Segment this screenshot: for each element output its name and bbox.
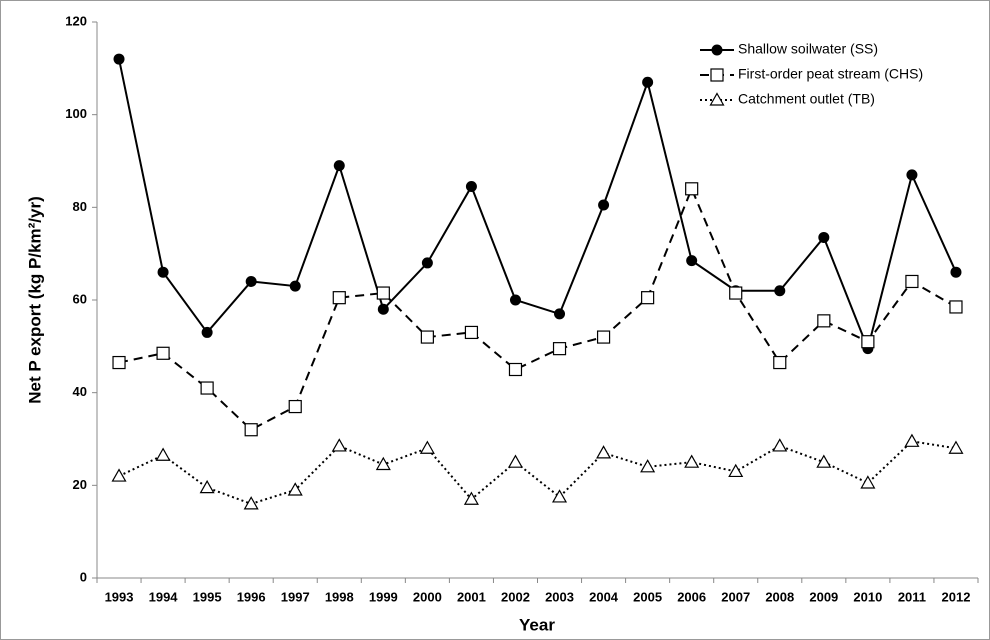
marker xyxy=(508,362,523,377)
x-tick-label: 1995 xyxy=(193,589,222,604)
x-tick-label: 2004 xyxy=(589,589,619,604)
marker xyxy=(244,423,258,437)
y-tick-label: 120 xyxy=(65,13,87,28)
y-tick-label: 40 xyxy=(73,384,87,399)
marker xyxy=(332,291,346,305)
x-tick-label: 1993 xyxy=(105,589,134,604)
marker xyxy=(465,180,477,192)
y-tick-label: 80 xyxy=(73,199,87,214)
marker xyxy=(949,300,963,314)
marker xyxy=(507,454,524,468)
marker xyxy=(685,182,699,196)
marker xyxy=(420,330,434,344)
legend-label: First-order peat stream (CHS) xyxy=(738,66,923,82)
marker xyxy=(419,440,435,454)
x-tick-label: 2012 xyxy=(942,589,971,604)
marker xyxy=(376,286,390,300)
x-tick-label: 2006 xyxy=(677,589,706,604)
marker xyxy=(375,456,391,471)
x-tick-label: 2000 xyxy=(413,589,442,604)
marker xyxy=(640,459,656,473)
x-tick-label: 1996 xyxy=(237,589,266,604)
marker xyxy=(289,280,301,292)
y-tick-label: 0 xyxy=(80,569,87,584)
marker xyxy=(709,92,725,106)
x-tick-label: 1999 xyxy=(369,589,398,604)
y-tick-label: 100 xyxy=(65,106,87,121)
marker xyxy=(817,314,831,328)
marker xyxy=(243,496,259,510)
marker xyxy=(711,44,723,56)
marker xyxy=(552,342,567,356)
y-tick-label: 20 xyxy=(73,477,87,492)
x-tick-label: 2002 xyxy=(501,589,530,604)
marker xyxy=(199,479,215,494)
marker xyxy=(155,447,171,461)
marker xyxy=(684,454,700,468)
marker xyxy=(200,381,214,395)
marker xyxy=(818,231,830,243)
marker xyxy=(772,438,788,452)
x-tick-label: 1997 xyxy=(281,589,310,604)
legend-label: Shallow soilwater (SS) xyxy=(738,41,878,57)
x-tick-label: 2009 xyxy=(809,589,838,604)
x-tick-label: 2011 xyxy=(898,589,926,604)
marker xyxy=(288,399,302,414)
marker xyxy=(156,346,170,360)
marker xyxy=(904,433,920,447)
x-tick-label: 1998 xyxy=(325,589,354,604)
marker xyxy=(421,257,433,269)
marker xyxy=(860,475,876,489)
marker xyxy=(641,291,655,305)
marker xyxy=(816,454,832,468)
marker xyxy=(642,76,654,88)
x-tick-label: 2003 xyxy=(545,589,574,604)
x-tick-label: 2005 xyxy=(633,589,662,604)
x-tick-label: 2010 xyxy=(853,589,882,604)
marker xyxy=(245,275,257,287)
series-line xyxy=(118,58,957,352)
x-tick-label: 1994 xyxy=(149,589,179,604)
marker xyxy=(728,463,744,478)
legend-label: Catchment outlet (TB) xyxy=(738,91,875,107)
marker xyxy=(554,308,566,320)
marker xyxy=(596,330,611,344)
marker xyxy=(112,355,126,370)
marker xyxy=(464,325,479,340)
marker xyxy=(287,482,303,496)
x-axis-title: Year xyxy=(519,615,555,634)
x-tick-label: 2007 xyxy=(721,589,750,604)
marker xyxy=(861,335,875,349)
x-tick-label: 2008 xyxy=(765,589,794,604)
y-tick-label: 60 xyxy=(73,291,87,306)
marker xyxy=(774,285,786,297)
marker xyxy=(111,468,127,482)
marker xyxy=(157,266,169,278)
marker xyxy=(686,255,698,267)
y-axis-title: Net P export (kg P/km²/yr) xyxy=(25,196,44,404)
marker xyxy=(598,199,610,211)
marker xyxy=(948,440,964,454)
marker xyxy=(113,53,125,65)
marker xyxy=(710,68,724,82)
marker xyxy=(773,355,787,370)
series-line xyxy=(118,186,957,431)
marker xyxy=(596,445,612,459)
marker xyxy=(201,326,213,338)
marker xyxy=(331,438,347,452)
marker xyxy=(333,160,345,172)
marker xyxy=(463,491,479,505)
marker xyxy=(551,489,568,503)
marker xyxy=(905,274,919,289)
marker xyxy=(377,303,389,315)
series-line xyxy=(118,440,957,505)
marker xyxy=(950,266,962,278)
marker xyxy=(509,294,521,306)
x-tick-label: 2001 xyxy=(457,589,486,604)
marker xyxy=(906,169,918,181)
marker xyxy=(729,286,743,300)
